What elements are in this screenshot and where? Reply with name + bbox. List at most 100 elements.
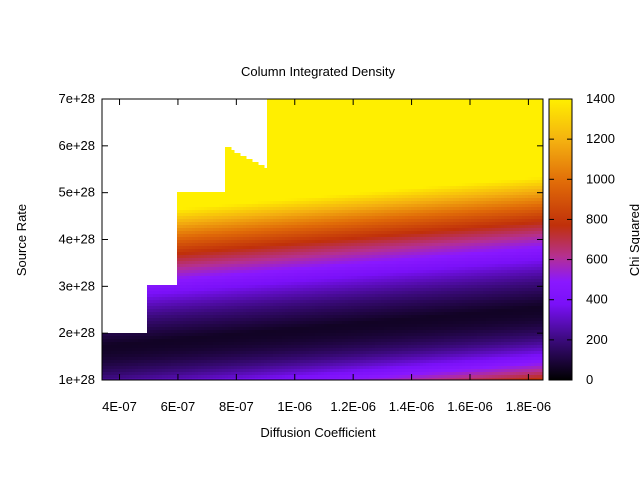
heatmap-cell (306, 174, 310, 178)
heatmap-cell (255, 291, 259, 295)
heatmap-cell (243, 324, 247, 328)
heatmap-cell (117, 345, 121, 349)
heatmap-cell (240, 174, 244, 178)
heatmap-cell (276, 327, 280, 331)
heatmap-cell (147, 345, 151, 349)
heatmap-cell (180, 294, 184, 298)
heatmap-cell (312, 183, 316, 187)
heatmap-cell (240, 243, 244, 247)
heatmap-cell (192, 264, 196, 268)
heatmap-cell (177, 258, 181, 262)
heatmap-cell (312, 156, 316, 160)
heatmap-cell (321, 375, 325, 379)
heatmap-cell (288, 252, 292, 256)
heatmap-cell (258, 219, 262, 223)
heatmap-cell (285, 300, 289, 304)
heatmap-cell (297, 243, 301, 247)
heatmap-cell (333, 303, 337, 307)
heatmap-cell (180, 216, 184, 220)
heatmap-cell (324, 99, 328, 103)
heatmap-cell (336, 195, 340, 199)
heatmap-cell (261, 303, 265, 307)
heatmap-cell (327, 261, 331, 265)
heatmap-cell (126, 339, 130, 343)
heatmap-cell (297, 354, 301, 358)
heatmap-cell (252, 312, 256, 316)
heatmap-cell (291, 258, 295, 262)
heatmap-cell (234, 276, 238, 280)
heatmap-cell (339, 237, 343, 241)
heatmap-cell (228, 264, 232, 268)
heatmap-cell (324, 273, 328, 277)
heatmap-cell (339, 276, 343, 280)
heatmap-cell (285, 180, 289, 184)
heatmap-cell (303, 201, 307, 205)
heatmap-cell (300, 294, 304, 298)
heatmap-cell (231, 279, 235, 283)
heatmap-cell (321, 147, 325, 151)
heatmap-cell (180, 357, 184, 361)
heatmap-cell (234, 354, 238, 358)
heatmap-cell (306, 117, 310, 121)
heatmap-cell (321, 105, 325, 109)
heatmap-cell (258, 216, 262, 220)
heatmap-cell (330, 195, 334, 199)
heatmap-cell (318, 105, 322, 109)
heatmap-cell (336, 138, 340, 142)
heatmap-cell (288, 198, 292, 202)
heatmap-cell (321, 180, 325, 184)
heatmap-cell (255, 234, 259, 238)
heatmap-cell (237, 159, 241, 163)
heatmap-cell (258, 222, 262, 226)
heatmap-cell (285, 342, 289, 346)
heatmap-cell (267, 327, 271, 331)
heatmap-cell (231, 360, 235, 364)
heatmap-cell (237, 378, 241, 380)
heatmap-cell (324, 162, 328, 166)
heatmap-cell (267, 252, 271, 256)
heatmap-cell (180, 198, 184, 202)
heatmap-cell (237, 222, 241, 226)
heatmap-cell (324, 126, 328, 130)
heatmap-cell (123, 378, 127, 380)
heatmap-cell (108, 372, 112, 376)
heatmap-cell (267, 363, 271, 367)
heatmap-cell (237, 252, 241, 256)
heatmap-cell (234, 204, 238, 208)
heatmap-cell (156, 324, 160, 328)
heatmap-cell (213, 258, 217, 262)
heatmap-cell (327, 153, 331, 157)
heatmap-cell (330, 108, 334, 112)
heatmap-cell (210, 291, 214, 295)
heatmap-cell (192, 321, 196, 325)
heatmap-cell (279, 234, 283, 238)
heatmap-cell (318, 252, 322, 256)
heatmap-cell (276, 186, 280, 190)
heatmap-cell (312, 219, 316, 223)
heatmap-cell (330, 309, 334, 313)
heatmap-cell (171, 342, 175, 346)
heatmap-cell (132, 354, 136, 358)
heatmap-cell (150, 291, 154, 295)
heatmap-cell (285, 207, 289, 211)
heatmap-cell (201, 306, 205, 310)
heatmap-cell (291, 132, 295, 136)
heatmap-cell (330, 243, 334, 247)
heatmap-cell (294, 366, 298, 370)
heatmap-cell (249, 357, 253, 361)
heatmap-cell (270, 201, 274, 205)
heatmap-cell (165, 327, 169, 331)
heatmap-cell (228, 270, 232, 274)
heatmap-cell (258, 240, 262, 244)
heatmap-cell (105, 354, 109, 358)
heatmap-cell (237, 363, 241, 367)
heatmap-cell (135, 375, 139, 379)
heatmap-cell (333, 378, 337, 380)
heatmap-cell (327, 222, 331, 226)
heatmap-cell (198, 267, 202, 271)
heatmap-cell (249, 267, 253, 271)
heatmap-cell (150, 288, 154, 292)
heatmap-cell (255, 309, 259, 313)
heatmap-cell (312, 348, 316, 352)
heatmap-cell (228, 318, 232, 322)
